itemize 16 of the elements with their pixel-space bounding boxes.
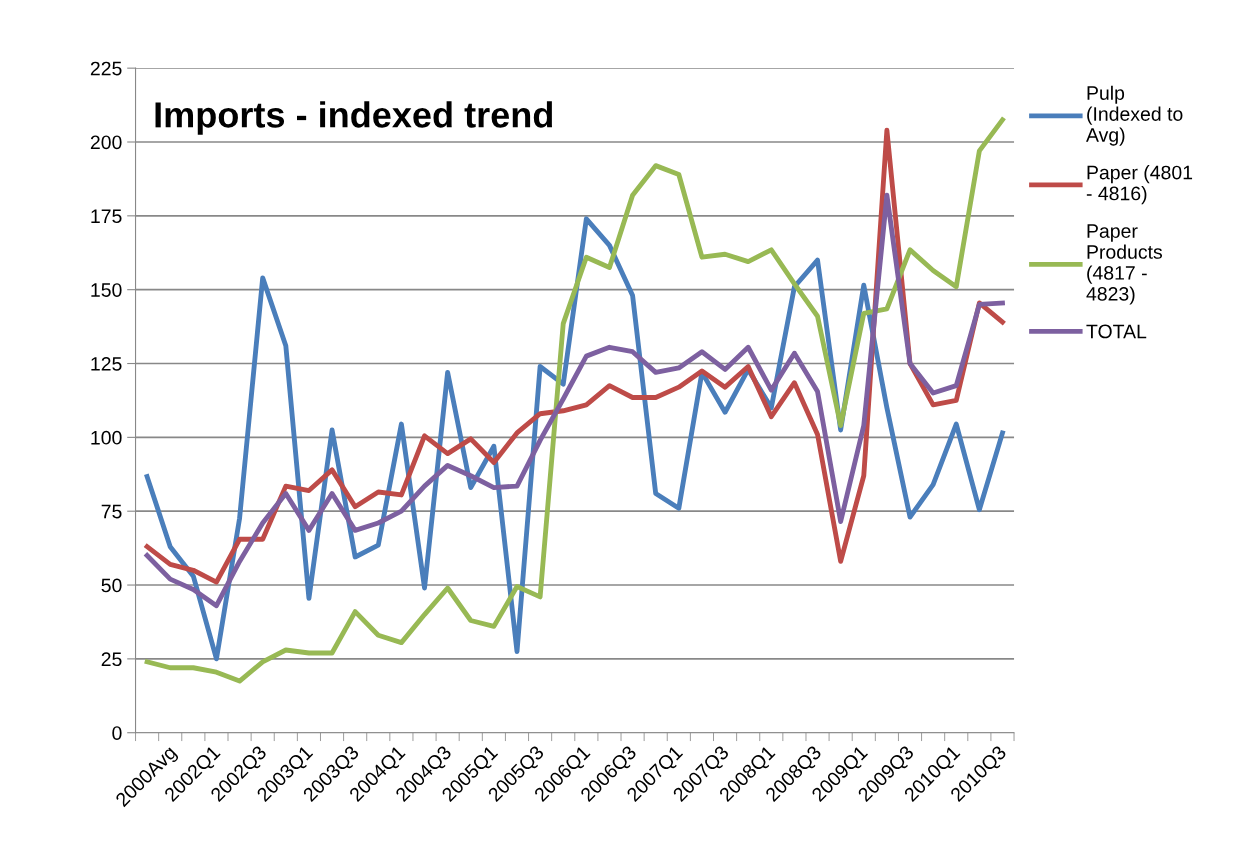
y-tick-label: 225 xyxy=(90,61,122,76)
y-tick-label: 50 xyxy=(101,578,122,593)
y-tick-label: 175 xyxy=(91,209,122,224)
legend-label: TOTAL xyxy=(1086,324,1147,339)
text: Imports - indexed trend xyxy=(155,101,553,135)
legend-label: Paper Products (4817 - 4823) xyxy=(1086,224,1163,305)
y-tick-label: 75 xyxy=(101,504,122,519)
y-tick-label: 25 xyxy=(101,652,122,667)
y-tick-label: 125 xyxy=(91,356,122,371)
y-tick-label: 150 xyxy=(91,283,122,297)
y-tick-label: 100 xyxy=(91,430,122,445)
legend-label: Paper (4801 - 4816) xyxy=(1086,165,1193,205)
line-series xyxy=(144,192,1005,609)
y-tick-label: 0 xyxy=(112,726,122,740)
y-tick-label: 200 xyxy=(90,135,122,150)
legend-label: Pulp (Indexed to Avg) xyxy=(1086,85,1183,146)
